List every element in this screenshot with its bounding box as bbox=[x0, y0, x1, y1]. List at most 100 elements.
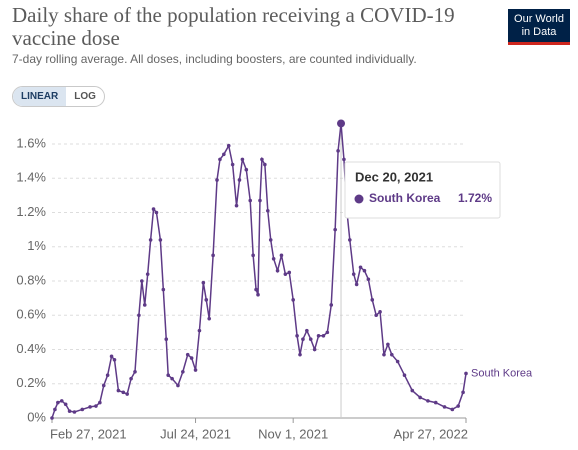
data-point bbox=[366, 277, 371, 282]
log-button[interactable]: LOG bbox=[74, 91, 96, 102]
data-point bbox=[295, 334, 299, 338]
data-point bbox=[161, 287, 166, 292]
data-point bbox=[218, 157, 222, 162]
y-tick-label: 0.8% bbox=[16, 272, 46, 287]
data-point bbox=[291, 298, 295, 302]
data-point bbox=[351, 272, 356, 276]
data-point bbox=[410, 388, 415, 393]
data-point bbox=[105, 373, 110, 377]
data-point bbox=[305, 328, 309, 333]
x-tick-label: Feb 27, 2021 bbox=[50, 426, 127, 441]
data-point bbox=[59, 399, 64, 403]
tooltip-entity: South Korea bbox=[369, 191, 441, 205]
data-point bbox=[137, 313, 141, 318]
data-point bbox=[226, 143, 231, 148]
data-point bbox=[336, 149, 340, 153]
data-point bbox=[185, 352, 190, 357]
data-point bbox=[275, 268, 280, 273]
data-point bbox=[158, 238, 163, 242]
data-point bbox=[362, 268, 367, 273]
data-point bbox=[433, 400, 438, 405]
linear-button[interactable]: LINEAR bbox=[13, 87, 67, 106]
data-point bbox=[348, 238, 352, 242]
data-point bbox=[251, 253, 255, 258]
y-tick-label: 0.6% bbox=[16, 307, 46, 322]
data-point bbox=[402, 373, 407, 377]
data-point bbox=[271, 256, 276, 261]
data-point bbox=[181, 369, 185, 374]
x-tick-label: Apr 27, 2022 bbox=[394, 426, 468, 441]
tooltip-box bbox=[344, 161, 501, 219]
data-point bbox=[67, 409, 72, 413]
data-point bbox=[94, 404, 98, 408]
data-point bbox=[333, 227, 337, 232]
data-point bbox=[244, 167, 249, 172]
data-point bbox=[125, 392, 129, 396]
data-point bbox=[151, 207, 156, 211]
data-point bbox=[140, 279, 144, 283]
data-point bbox=[211, 253, 215, 258]
y-tick-label: 1.4% bbox=[16, 170, 46, 185]
data-point bbox=[321, 334, 326, 338]
tooltip: Dec 20, 2021 South Korea 1.72% bbox=[344, 161, 501, 219]
data-point bbox=[170, 376, 174, 381]
data-point bbox=[101, 383, 106, 388]
logo-line: in Data bbox=[521, 26, 557, 38]
highlight-point bbox=[337, 119, 346, 128]
data-point bbox=[258, 198, 262, 203]
data-point bbox=[116, 388, 121, 393]
data-point bbox=[374, 313, 378, 318]
data-point bbox=[450, 407, 455, 412]
data-point bbox=[342, 157, 346, 162]
data-point bbox=[166, 373, 170, 377]
scale-toggle: LINEAR LOG bbox=[12, 86, 105, 107]
series-end-label: South Korea bbox=[471, 367, 533, 379]
tooltip-swatch bbox=[354, 194, 364, 204]
y-tick-label: 0% bbox=[27, 409, 46, 424]
tooltip-value: 1.72% bbox=[458, 191, 492, 205]
data-point bbox=[382, 352, 386, 357]
data-point bbox=[256, 292, 260, 297]
data-point bbox=[248, 198, 253, 203]
chart-title: Daily share of the population receiving … bbox=[12, 3, 455, 50]
data-point bbox=[98, 400, 102, 405]
data-point bbox=[88, 405, 92, 409]
data-point bbox=[50, 416, 54, 420]
data-point bbox=[215, 178, 219, 182]
data-point bbox=[56, 400, 60, 405]
data-point bbox=[268, 238, 273, 242]
data-point bbox=[193, 368, 198, 372]
y-tick-label: 0.2% bbox=[16, 375, 46, 390]
data-point bbox=[464, 371, 468, 376]
data-point bbox=[325, 330, 330, 335]
data-point bbox=[240, 157, 245, 162]
y-tick-label: 1% bbox=[27, 238, 46, 253]
data-point bbox=[133, 369, 137, 374]
data-point bbox=[378, 310, 382, 314]
tooltip-date: Dec 20, 2021 bbox=[355, 169, 433, 184]
chart-subtitle: 7-day rolling average. All doses, includ… bbox=[12, 52, 417, 66]
x-tick-label: Jul 24, 2021 bbox=[160, 426, 231, 441]
data-point bbox=[312, 347, 317, 352]
data-point bbox=[176, 383, 180, 388]
data-point bbox=[442, 405, 447, 409]
data-point bbox=[189, 356, 194, 360]
y-tick-label: 1.2% bbox=[16, 204, 46, 219]
data-point bbox=[204, 298, 209, 302]
data-point bbox=[287, 270, 292, 275]
data-point bbox=[207, 316, 212, 321]
data-point bbox=[298, 352, 302, 357]
data-point bbox=[254, 287, 258, 292]
data-point bbox=[80, 407, 85, 412]
data-point bbox=[308, 337, 313, 342]
data-point bbox=[426, 399, 430, 403]
data-point bbox=[389, 352, 394, 357]
data-point bbox=[265, 208, 270, 213]
data-point bbox=[260, 157, 264, 162]
data-point bbox=[154, 210, 159, 215]
data-point bbox=[395, 359, 400, 364]
logo[interactable]: Our World in Data bbox=[508, 9, 570, 45]
data-point bbox=[354, 282, 359, 287]
